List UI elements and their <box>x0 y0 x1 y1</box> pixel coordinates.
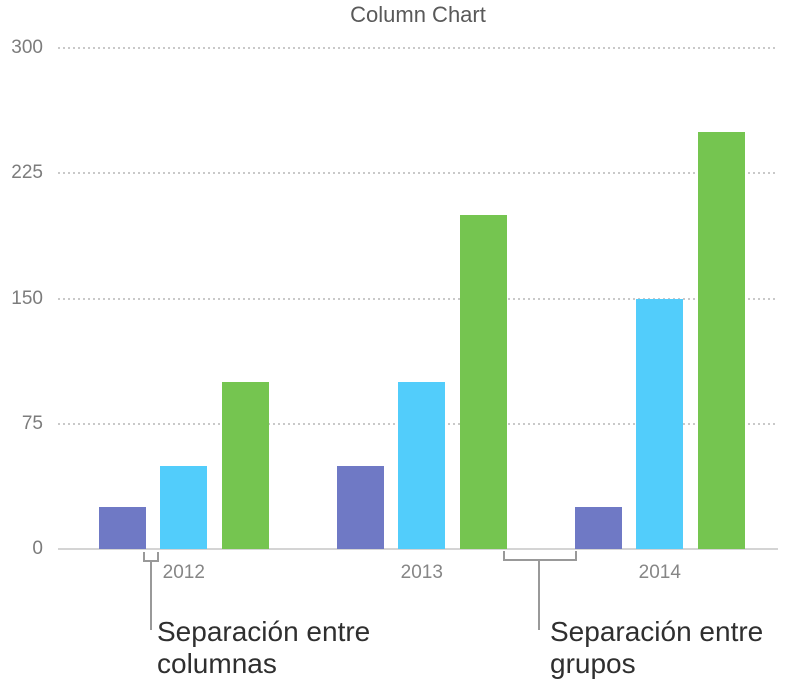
x-axis-line <box>58 548 778 550</box>
bar-2013-blue-series <box>398 382 446 549</box>
bar-2014-green-series <box>697 131 745 549</box>
bar-2012-blue-series <box>160 465 208 549</box>
group-gap-callout-line <box>538 559 540 630</box>
gridline-225 <box>58 172 778 175</box>
bar-2014-purple-series <box>575 507 622 549</box>
gridline-150 <box>58 297 778 300</box>
column-gap-annotation: Separación entre columnas <box>157 616 371 679</box>
group-gap-bracket <box>503 551 577 561</box>
bar-2013-purple-series <box>337 465 384 549</box>
group-gap-annotation: Separación entre grupos <box>550 616 764 679</box>
gridline-300 <box>58 47 778 49</box>
bar-2014-blue-series <box>636 298 684 549</box>
x-axis-label-2014: 2014 <box>638 562 681 583</box>
y-axis-label-300: 300 <box>11 37 43 58</box>
chart-title: Column Chart <box>350 2 486 27</box>
x-axis-label-2012: 2012 <box>162 562 205 583</box>
bar-2012-green-series <box>221 382 269 549</box>
x-axis-label-2013: 2013 <box>400 562 443 583</box>
y-axis-label-150: 150 <box>11 287 43 309</box>
bar-2013-green-series <box>459 215 507 549</box>
column-gap-callout-line <box>150 560 152 630</box>
y-axis-label-0: 0 <box>32 538 43 559</box>
bar-2012-purple-series <box>99 507 146 549</box>
y-axis-label-75: 75 <box>21 412 43 434</box>
y-axis-label-225: 225 <box>11 162 43 184</box>
